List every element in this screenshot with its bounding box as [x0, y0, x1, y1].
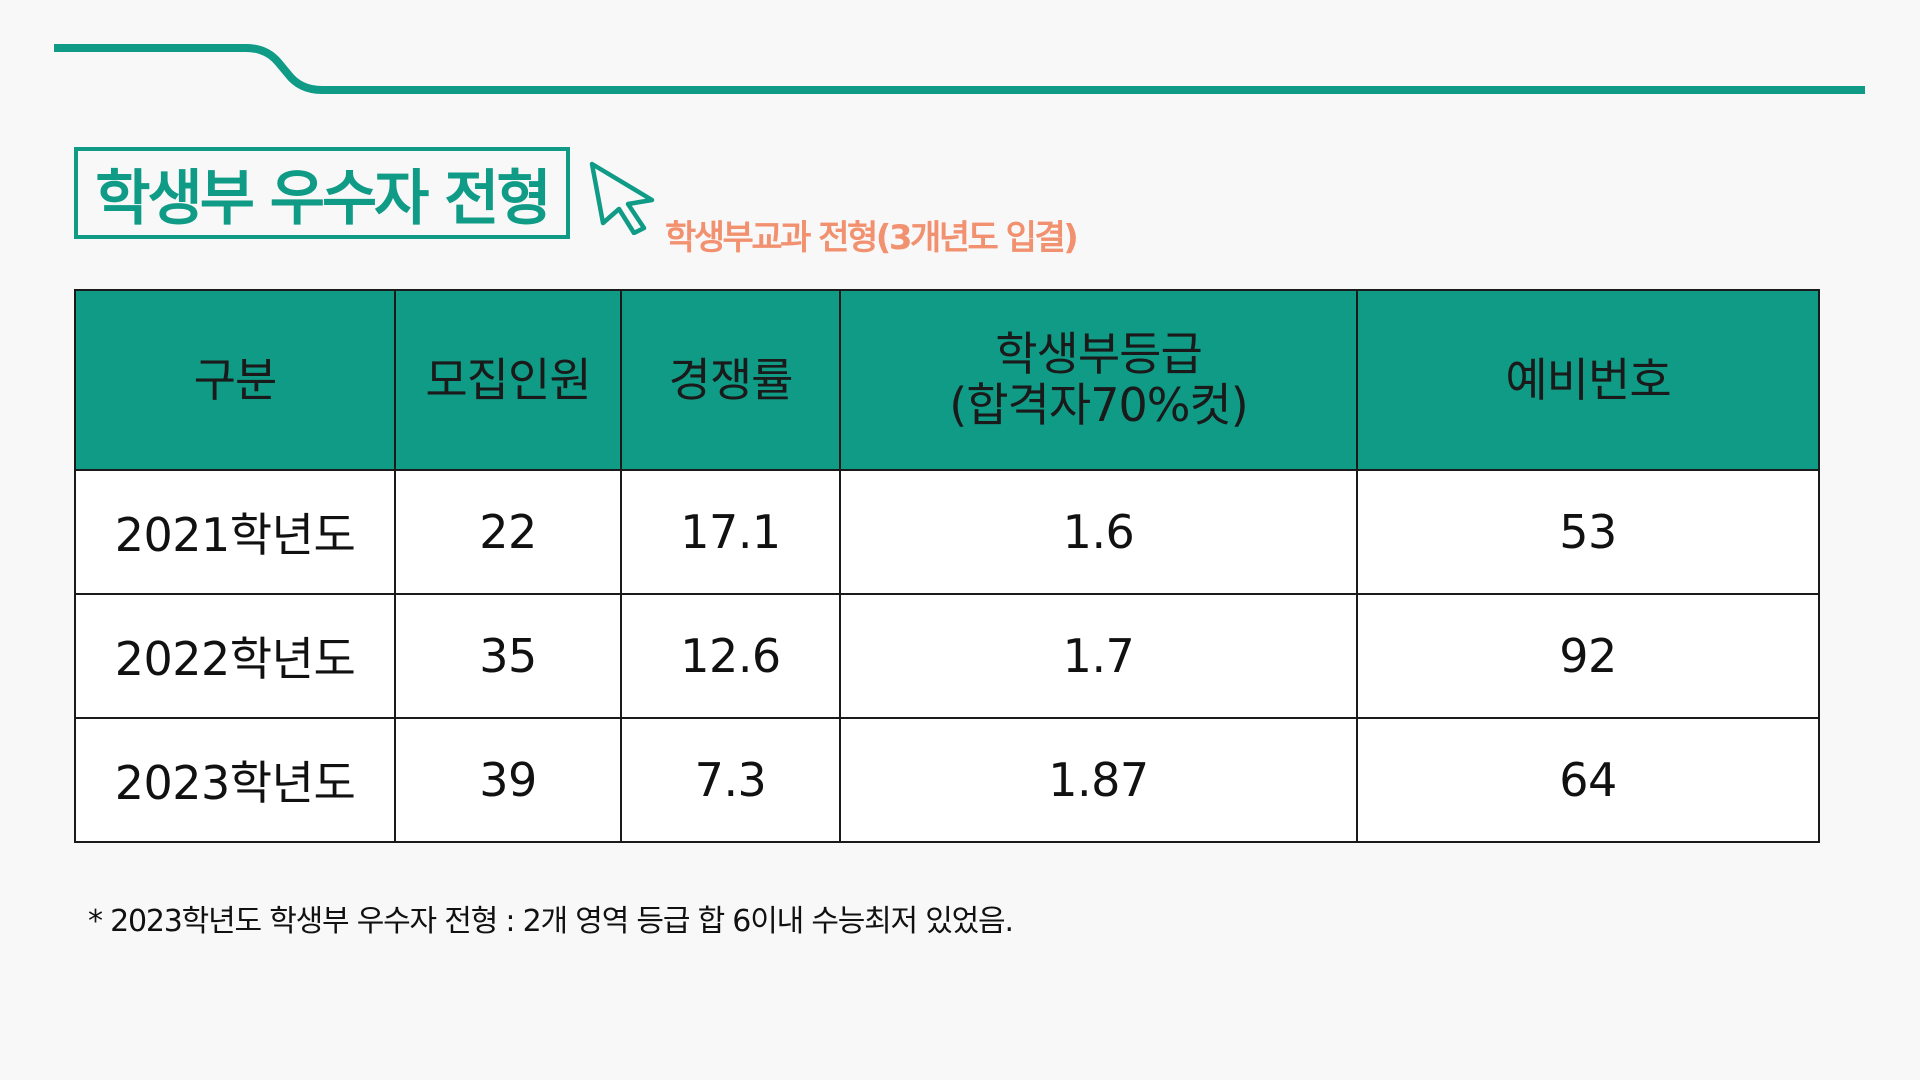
cell-grade-cutoff: 1.7	[839, 593, 1358, 719]
header-decoration-line	[54, 44, 1865, 94]
cell-recruit-count: 39	[394, 717, 622, 843]
cell-grade-cutoff: 1.87	[839, 717, 1358, 843]
header-label: 학생부등급	[995, 327, 1203, 382]
header-category: 구분	[74, 289, 396, 471]
cell-year: 2023학년도	[74, 717, 396, 843]
admission-results-table: 구분 모집인원 경쟁률 학생부등급 (합격자70%컷) 예비번호 2021학년도…	[74, 289, 1820, 843]
cell-recruit-count: 22	[394, 469, 622, 595]
footnote: * 2023학년도 학생부 우수자 전형 : 2개 영역 등급 합 6이내 수능…	[88, 904, 1014, 939]
cell-waitlist-number: 53	[1356, 469, 1820, 595]
page-title-box: 학생부 우수자 전형	[74, 147, 570, 239]
table-row: 2021학년도 22 17.1 1.6 53	[74, 469, 1820, 595]
header-label: 경쟁률	[668, 352, 794, 407]
header-sublabel: (합격자70%컷)	[949, 378, 1248, 432]
cell-competition-rate: 17.1	[620, 469, 841, 595]
header-label: 모집인원	[425, 352, 591, 407]
subtitle: 학생부교과 전형(3개년도 입결)	[665, 218, 1079, 258]
cell-grade-cutoff: 1.6	[839, 469, 1358, 595]
cell-waitlist-number: 92	[1356, 593, 1820, 719]
table-header-row: 구분 모집인원 경쟁률 학생부등급 (합격자70%컷) 예비번호	[74, 289, 1820, 471]
table-row: 2023학년도 39 7.3 1.87 64	[74, 717, 1820, 843]
header-grade-cutoff: 학생부등급 (합격자70%컷)	[839, 289, 1358, 471]
header-waitlist-number: 예비번호	[1356, 289, 1820, 471]
table-row: 2022학년도 35 12.6 1.7 92	[74, 593, 1820, 719]
page-title: 학생부 우수자 전형	[95, 163, 551, 234]
header-label: 구분	[193, 352, 278, 407]
cell-competition-rate: 12.6	[620, 593, 841, 719]
header-label: 예비번호	[1505, 352, 1671, 407]
header-recruit-count: 모집인원	[394, 289, 622, 471]
cell-year: 2022학년도	[74, 593, 396, 719]
cell-recruit-count: 35	[394, 593, 622, 719]
cell-competition-rate: 7.3	[620, 717, 841, 843]
cell-waitlist-number: 64	[1356, 717, 1820, 843]
header-competition-rate: 경쟁률	[620, 289, 841, 471]
cell-year: 2021학년도	[74, 469, 396, 595]
cursor-arrow-icon	[589, 161, 655, 235]
